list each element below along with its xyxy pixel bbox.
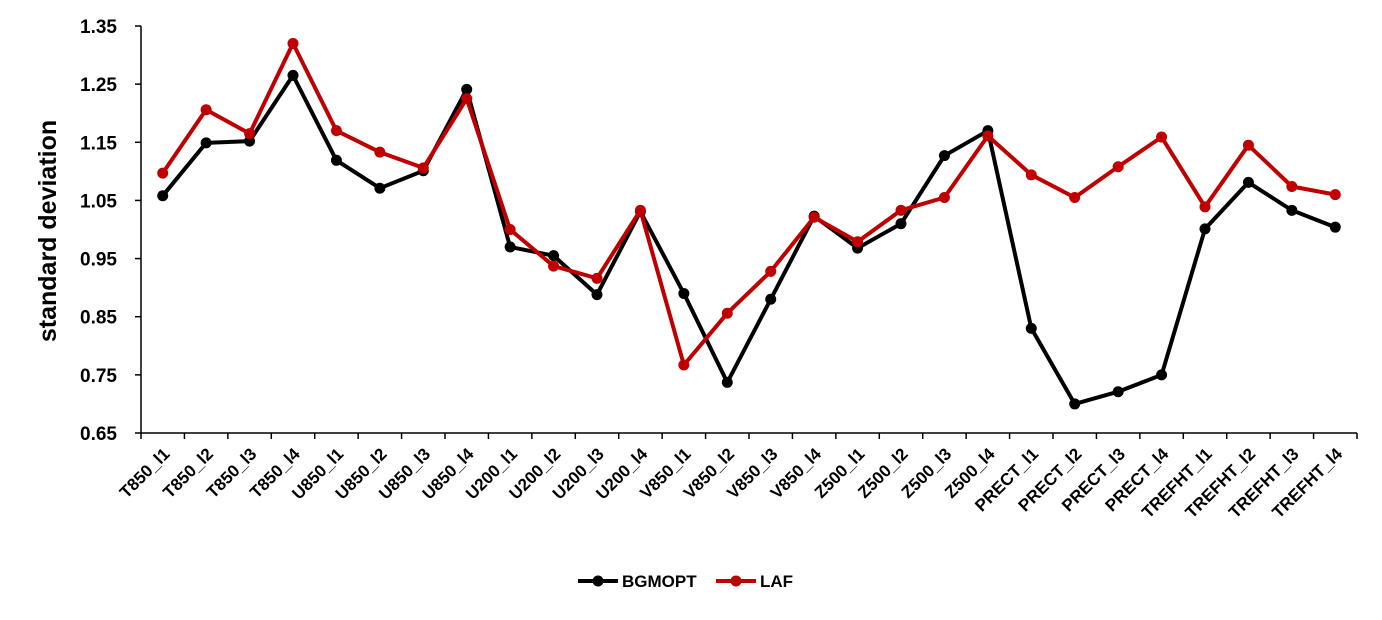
data-point xyxy=(591,272,603,284)
data-point xyxy=(895,204,907,216)
series-lines xyxy=(157,37,1341,410)
data-point xyxy=(982,130,994,142)
data-point xyxy=(591,289,603,301)
data-point xyxy=(1286,204,1298,216)
data-point xyxy=(1199,223,1211,235)
data-point xyxy=(1025,322,1037,334)
data-point xyxy=(852,236,864,248)
data-point xyxy=(157,190,169,202)
data-point xyxy=(1329,189,1341,201)
axes xyxy=(135,25,1358,439)
data-point xyxy=(374,146,386,158)
data-point xyxy=(721,307,733,319)
data-point xyxy=(721,376,733,388)
series-line xyxy=(161,41,1336,367)
data-point xyxy=(1025,169,1037,181)
y-tick-label: 1.25 xyxy=(80,75,117,96)
y-tick-label: 0.95 xyxy=(80,250,117,271)
data-point xyxy=(1286,180,1298,192)
data-point xyxy=(417,162,429,174)
data-point xyxy=(287,37,299,49)
data-point xyxy=(244,128,256,140)
data-point xyxy=(461,93,473,105)
data-point xyxy=(200,104,212,116)
data-point xyxy=(548,250,560,262)
data-point xyxy=(1112,386,1124,398)
data-point xyxy=(330,154,342,166)
legend: BGMOPT LAF xyxy=(578,572,793,591)
legend-swatch-marker xyxy=(730,575,742,587)
data-point xyxy=(1242,176,1254,188)
data-point xyxy=(287,69,299,81)
data-point xyxy=(678,287,690,299)
data-point xyxy=(461,83,473,95)
data-point xyxy=(374,182,386,194)
data-point xyxy=(1156,369,1168,381)
y-tick-label: 0.85 xyxy=(80,308,117,329)
legend-label: LAF xyxy=(760,572,793,591)
series-laf xyxy=(157,37,1341,371)
data-point xyxy=(634,204,646,216)
data-point xyxy=(504,224,516,235)
x-tick-labels: T850_l1T850_l2T850_l3T850_l4U850_l1U850_… xyxy=(116,444,1347,522)
data-point xyxy=(1069,398,1081,410)
data-point xyxy=(808,211,820,223)
legend-label: BGMOPT xyxy=(622,572,697,591)
data-point xyxy=(548,260,560,272)
y-axis-title: standard deviation xyxy=(34,120,62,342)
data-point xyxy=(1112,161,1124,173)
legend-swatch-marker xyxy=(592,575,604,587)
y-tick-label: 0.75 xyxy=(80,366,117,387)
data-point xyxy=(765,265,777,277)
data-point xyxy=(678,359,690,371)
data-point xyxy=(1329,221,1341,233)
y-tick-label: 0.65 xyxy=(80,424,117,445)
data-point xyxy=(1069,192,1081,204)
data-point xyxy=(244,135,256,147)
data-point xyxy=(1156,131,1168,143)
legend-item-bgmopt: BGMOPT xyxy=(578,572,697,591)
data-point xyxy=(1199,201,1211,213)
series-bgmopt xyxy=(157,69,1341,410)
y-tick-label: 1.05 xyxy=(80,191,117,212)
y-tick-label: 1.35 xyxy=(80,17,117,38)
data-point xyxy=(200,137,212,149)
series-line xyxy=(161,73,1337,406)
data-point xyxy=(765,293,777,305)
data-point xyxy=(504,241,516,253)
data-point xyxy=(157,167,169,179)
data-point xyxy=(938,192,950,204)
data-point xyxy=(330,125,342,137)
data-point xyxy=(938,150,950,162)
y-tick-label: 1.15 xyxy=(80,133,117,154)
data-point xyxy=(1242,139,1254,151)
legend-item-laf: LAF xyxy=(716,572,793,591)
y-tick-labels: 0.65 0.75 0.85 0.95 1.05 1.15 1.25 1.35 xyxy=(80,17,117,445)
data-point xyxy=(895,218,907,230)
